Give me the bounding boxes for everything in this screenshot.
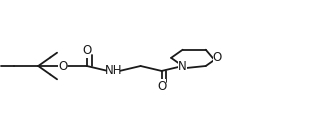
Bar bbox=[83, 48, 91, 58]
Text: O: O bbox=[213, 51, 222, 64]
Text: O: O bbox=[157, 80, 166, 93]
Text: O: O bbox=[82, 44, 91, 57]
Bar bbox=[107, 62, 120, 79]
Text: N: N bbox=[178, 60, 187, 72]
Bar bbox=[157, 79, 166, 89]
Bar bbox=[58, 57, 66, 75]
Bar bbox=[213, 49, 221, 66]
Text: O: O bbox=[58, 60, 67, 72]
Text: NH: NH bbox=[105, 64, 122, 77]
Bar bbox=[178, 57, 187, 75]
